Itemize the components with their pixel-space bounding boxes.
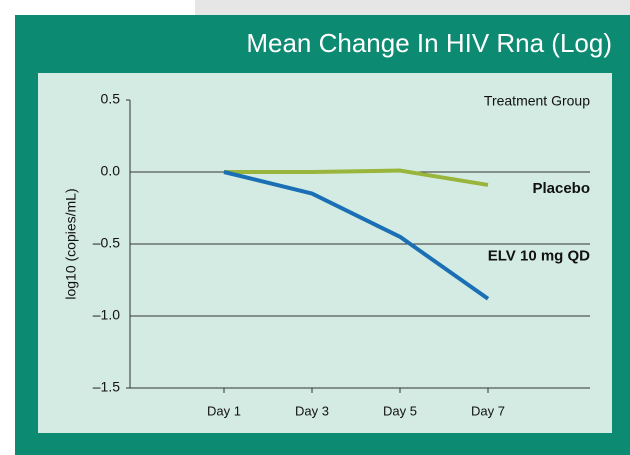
y-tick-label: –1.0: [93, 307, 120, 323]
series-label: Placebo: [532, 180, 590, 197]
plot-panel: [38, 73, 612, 433]
x-tick-label: Day 1: [207, 403, 241, 418]
y-tick-label: –1.5: [93, 379, 120, 395]
series-line: [224, 168, 489, 187]
series-line: [223, 170, 490, 301]
x-tick-label: Day 5: [383, 403, 417, 418]
y-tick-label: 0.0: [101, 163, 121, 179]
x-tick-label: Day 7: [471, 403, 505, 418]
chart-title: Mean Change In HIV Rna (Log): [246, 28, 612, 58]
legend-title: Treatment Group: [484, 93, 590, 109]
top-strip: [195, 0, 630, 15]
x-tick-label: Day 3: [295, 403, 329, 418]
y-axis-label: log10 (copies/mL): [63, 188, 79, 299]
series-label: ELV 10 mg QD: [488, 248, 590, 265]
y-tick-label: 0.5: [101, 91, 121, 107]
y-tick-label: –0.5: [93, 235, 120, 251]
